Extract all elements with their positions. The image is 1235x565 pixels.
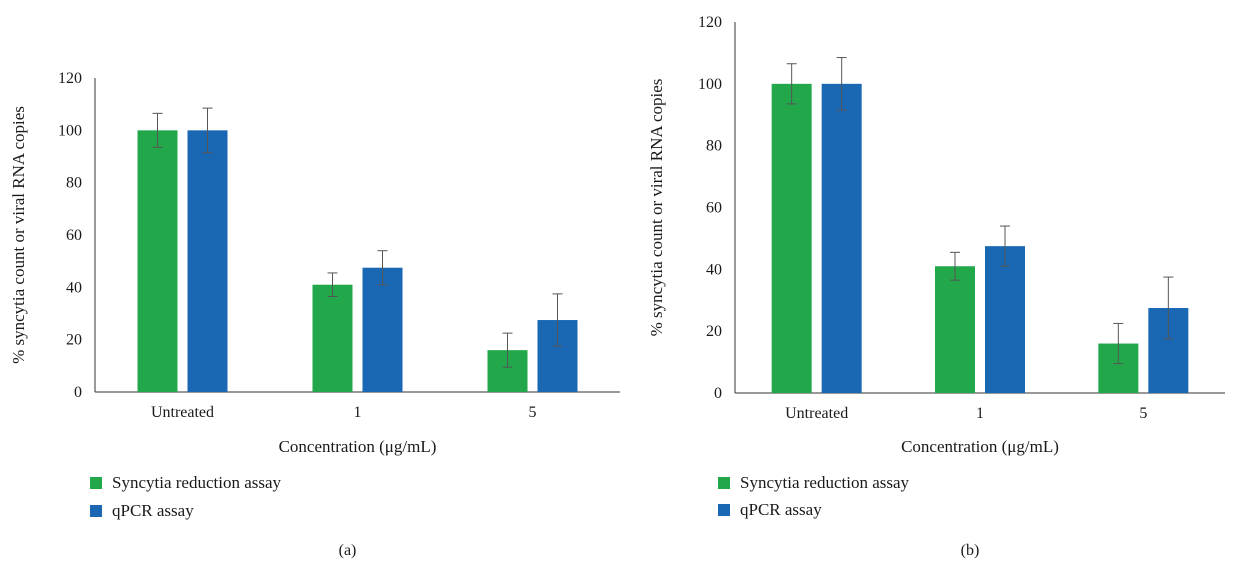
y-tick-label: 40 xyxy=(66,279,82,296)
legend-label-syncytia: Syncytia reduction assay xyxy=(112,473,282,492)
x-tick-label: 5 xyxy=(1139,405,1147,422)
bar-qpcr-1 xyxy=(985,246,1025,393)
x-axis-title: Concentration (μg/mL) xyxy=(901,437,1059,456)
bar-qpcr-0 xyxy=(821,83,862,393)
y-tick-label: 80 xyxy=(66,175,82,192)
bar-syncytia-1 xyxy=(312,284,353,392)
x-tick-label: 1 xyxy=(976,405,984,422)
y-tick-label: 60 xyxy=(706,200,722,217)
panel-label: (a) xyxy=(339,542,357,559)
y-tick-label: 60 xyxy=(66,227,82,244)
legend-label-qpcr: qPCR assay xyxy=(740,500,822,519)
y-tick-label: 120 xyxy=(698,14,722,31)
legend-label-qpcr: qPCR assay xyxy=(112,501,194,520)
y-tick-label: 80 xyxy=(706,138,722,155)
y-axis-title: % syncytia count or viral RNA copies xyxy=(647,79,666,337)
legend-label-syncytia: Syncytia reduction assay xyxy=(740,473,910,492)
legend-swatch-qpcr xyxy=(718,504,730,516)
x-tick-label: 5 xyxy=(529,404,537,421)
bar-qpcr-1 xyxy=(362,267,403,392)
panel-label: (b) xyxy=(961,542,980,559)
y-tick-label: 120 xyxy=(58,70,82,87)
legend-swatch-qpcr xyxy=(90,505,102,517)
y-tick-label: 20 xyxy=(706,323,722,340)
x-tick-label: Untreated xyxy=(785,405,848,422)
legend-swatch-syncytia xyxy=(718,477,730,489)
x-axis-title: Concentration (μg/mL) xyxy=(279,437,437,456)
y-tick-label: 0 xyxy=(714,385,722,402)
x-tick-label: Untreated xyxy=(151,404,214,421)
bar-qpcr-0 xyxy=(187,130,228,393)
y-tick-label: 20 xyxy=(66,332,82,349)
x-tick-label: 1 xyxy=(354,404,362,421)
chart-panel-2: 0 20 40 60 80 100 120 Untreated 1 5 Concentration … xyxy=(647,14,1225,559)
y-tick-label: 100 xyxy=(698,76,722,93)
chart-panel-1: 0 20 40 60 80 100 120 Untreated 1 5 Concentration … xyxy=(9,70,620,559)
bar-syncytia-1 xyxy=(935,266,975,393)
y-tick-label: 40 xyxy=(706,261,722,278)
bar-syncytia-0 xyxy=(137,130,178,393)
y-tick-label: 0 xyxy=(74,384,82,401)
legend-swatch-syncytia xyxy=(90,477,102,489)
y-axis-title: % syncytia count or viral RNA copies xyxy=(9,106,28,364)
bar-syncytia-0 xyxy=(771,83,812,393)
y-tick-label: 100 xyxy=(58,122,82,139)
